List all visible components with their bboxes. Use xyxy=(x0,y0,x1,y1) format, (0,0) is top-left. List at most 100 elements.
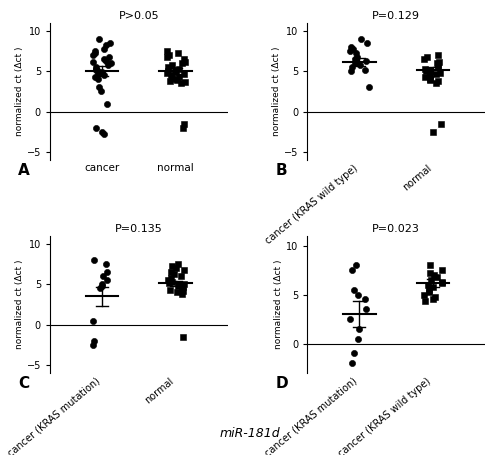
Point xyxy=(92,66,100,73)
Point xyxy=(163,69,171,76)
Title: P>0.05: P>0.05 xyxy=(118,10,159,20)
Point xyxy=(95,84,103,91)
Point xyxy=(347,68,355,75)
Point xyxy=(172,76,180,84)
Point xyxy=(164,68,172,75)
Point xyxy=(94,68,102,75)
Point xyxy=(170,270,178,278)
Point xyxy=(105,53,113,61)
Point xyxy=(420,56,428,63)
Point xyxy=(420,291,428,298)
Point xyxy=(180,70,188,77)
Point xyxy=(362,296,370,303)
Point xyxy=(178,284,186,292)
Point xyxy=(353,53,361,61)
Point xyxy=(433,273,441,281)
Point xyxy=(180,124,188,131)
Point xyxy=(180,287,188,294)
Point xyxy=(438,267,446,274)
Point xyxy=(350,286,358,293)
Point xyxy=(175,73,183,81)
Point xyxy=(107,60,115,67)
Point xyxy=(356,61,364,68)
Y-axis label: normalized ct (Δct ): normalized ct (Δct ) xyxy=(272,47,281,136)
Point xyxy=(100,45,108,52)
Point xyxy=(351,56,359,63)
Point xyxy=(92,65,100,72)
Point xyxy=(346,315,354,323)
Point xyxy=(362,306,370,313)
Point xyxy=(436,69,444,76)
Point xyxy=(424,53,432,61)
Point xyxy=(102,42,110,49)
Point xyxy=(432,80,440,87)
Point xyxy=(350,350,358,357)
Point xyxy=(426,76,434,84)
Y-axis label: normalized ct (Δct ): normalized ct (Δct ) xyxy=(15,47,24,136)
Point xyxy=(430,271,438,278)
Point xyxy=(178,290,186,298)
Point xyxy=(426,276,434,283)
Point xyxy=(90,337,98,344)
Point xyxy=(421,65,429,72)
Point xyxy=(426,76,434,83)
Point xyxy=(178,60,186,67)
Point xyxy=(94,70,102,77)
Point xyxy=(428,128,436,136)
Point xyxy=(98,68,106,76)
Point xyxy=(179,283,187,290)
Point xyxy=(98,281,106,288)
Y-axis label: normalized ct (Δct ): normalized ct (Δct ) xyxy=(274,260,283,349)
Point xyxy=(168,74,176,81)
Point xyxy=(357,35,365,43)
Point xyxy=(426,66,434,73)
Point xyxy=(103,268,111,276)
Point xyxy=(168,61,176,68)
Point xyxy=(436,120,444,127)
Point xyxy=(88,317,96,324)
Point xyxy=(352,50,360,57)
Point xyxy=(354,291,362,298)
Point xyxy=(426,269,434,277)
Point xyxy=(167,71,175,79)
Point xyxy=(180,266,188,273)
Point xyxy=(422,68,430,75)
Title: P=0.129: P=0.129 xyxy=(372,10,420,20)
Point xyxy=(351,60,359,67)
Point xyxy=(346,47,354,55)
Point xyxy=(174,260,182,268)
Point xyxy=(364,39,372,46)
Point xyxy=(429,283,437,290)
Point xyxy=(97,88,105,95)
Point xyxy=(354,335,362,343)
Point xyxy=(180,333,188,340)
Point xyxy=(356,325,364,333)
Point xyxy=(166,286,173,293)
Point xyxy=(163,47,171,55)
Point xyxy=(350,45,358,52)
Point xyxy=(434,61,442,68)
Text: miR-181d: miR-181d xyxy=(220,427,280,440)
Point xyxy=(90,256,98,263)
Point xyxy=(104,100,112,107)
Text: A: A xyxy=(18,163,30,178)
Point xyxy=(361,66,369,73)
Point xyxy=(98,128,106,136)
Point xyxy=(436,58,444,65)
Point xyxy=(424,281,432,288)
Point xyxy=(172,76,180,83)
Point xyxy=(420,298,428,305)
Point xyxy=(172,264,180,272)
Text: C: C xyxy=(18,376,29,391)
Point xyxy=(102,57,110,64)
Point xyxy=(426,262,434,269)
Point xyxy=(434,77,442,85)
Point xyxy=(170,66,178,73)
Point xyxy=(100,71,108,79)
Point xyxy=(104,61,112,68)
Point xyxy=(426,286,434,293)
Point xyxy=(91,50,99,57)
Point xyxy=(426,71,434,79)
Point xyxy=(164,53,172,61)
Point xyxy=(174,50,182,57)
